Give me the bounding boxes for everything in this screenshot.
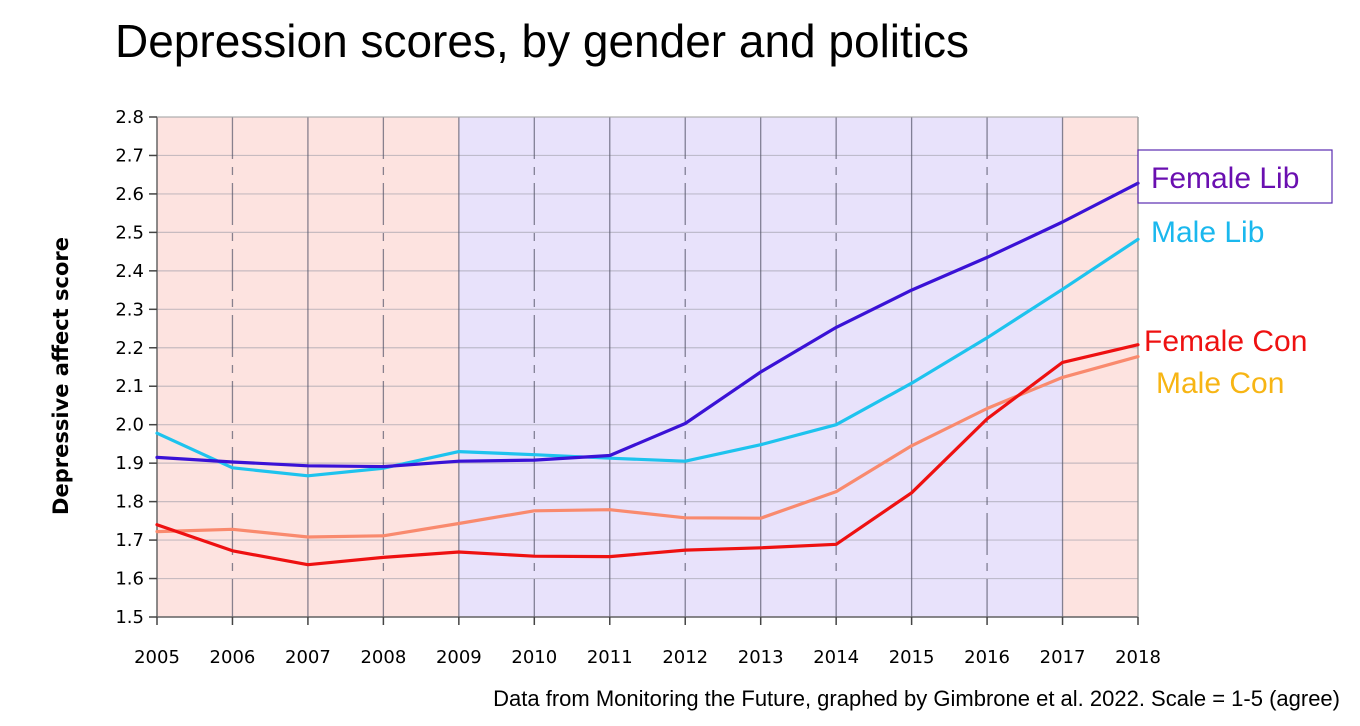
series-line-female-con	[155, 343, 1140, 567]
series-lines	[155, 181, 1140, 567]
series-line-male-con	[155, 355, 1140, 539]
x-tick-label: 2008	[360, 647, 406, 668]
y-tick-label: 1.7	[115, 530, 144, 551]
y-tick-label: 1.9	[115, 453, 144, 474]
series-label-male-con: Male Con	[1156, 367, 1284, 400]
y-tick-label: 1.5	[115, 607, 144, 628]
series-line-female-lib	[155, 181, 1140, 469]
x-tick-label: 2018	[1115, 647, 1161, 668]
x-tick-label: 2007	[285, 647, 331, 668]
y-ticks: 1.5 1.6 1.7 1.8 1.9 2.0 2.1 2.2 2.3 2.4 2.5 2.6 2.7 2…	[115, 107, 157, 628]
y-tick-label: 2.0	[115, 415, 144, 436]
y-axis-label: Depressive affect score	[49, 237, 73, 515]
y-tick-label: 2.3	[115, 299, 144, 320]
series-label-female-con: Female Con	[1144, 325, 1307, 358]
x-tick-label: 2017	[1040, 647, 1086, 668]
series-labels: Female Lib Male Lib Female Con Male Con	[1137, 149, 1333, 400]
x-tick-label: 2014	[813, 647, 859, 668]
series-label-female-lib: Female Lib	[1151, 162, 1299, 195]
y-tick-label: 2.6	[115, 184, 144, 205]
x-tick-label: 2016	[964, 647, 1010, 668]
x-tick-label: 2006	[210, 647, 256, 668]
y-tick-label: 1.6	[115, 569, 144, 590]
y-tick-label: 1.8	[115, 492, 144, 513]
y-tick-label: 2.5	[115, 222, 144, 243]
y-tick-label: 2.4	[115, 261, 144, 282]
x-tick-label: 2010	[511, 647, 557, 668]
x-tick-label: 2005	[134, 647, 180, 668]
x-tick-label: 2009	[436, 647, 482, 668]
background-bands	[157, 117, 1138, 617]
y-tick-label: 2.1	[115, 376, 144, 397]
series-label-box-female-lib	[1137, 149, 1333, 204]
x-tick-label: 2013	[738, 647, 784, 668]
series-label-male-lib: Male Lib	[1151, 216, 1264, 249]
series-line-male-lib	[155, 237, 1140, 478]
x-ticks: 2005 2006 2007 2008 2009 2010 2011 2012 2013 2014…	[134, 617, 1161, 668]
x-tick-label: 2012	[662, 647, 708, 668]
y-tick-label: 2.2	[115, 338, 144, 359]
y-tick-label: 2.7	[115, 145, 144, 166]
x-tick-label: 2015	[889, 647, 935, 668]
chart-title: Depression scores, by gender and politic…	[115, 15, 970, 67]
y-tick-label: 2.8	[115, 107, 144, 128]
source-note: Data from Monitoring the Future, graphed…	[493, 686, 1340, 711]
x-tick-label: 2011	[587, 647, 633, 668]
